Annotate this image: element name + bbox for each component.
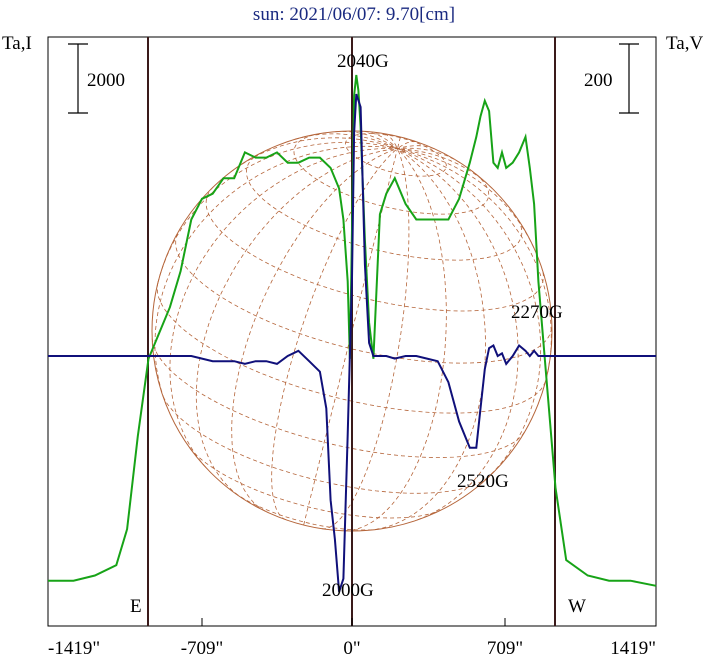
x-tick-label: 1419" (610, 638, 656, 659)
latitude-line (345, 133, 447, 177)
latitude-line (205, 186, 544, 312)
right-scale-bar (619, 43, 639, 114)
longitude-line (384, 133, 398, 149)
longitude-line (230, 137, 398, 173)
longitude-line (397, 145, 435, 150)
right-scale-bar-label: 200 (584, 70, 613, 91)
x-tick-label: 709" (487, 638, 523, 659)
longitude-line (397, 141, 416, 149)
longitude-line (154, 145, 398, 406)
solar-disk (151, 130, 553, 532)
longitude-line (294, 133, 398, 149)
longitude-line (335, 130, 398, 149)
stokes-v-line (48, 93, 656, 593)
latitude-line (189, 447, 441, 519)
left-scale-bar (68, 43, 88, 114)
longitude-line (397, 136, 401, 149)
longitude-line (321, 148, 410, 530)
left-scale-bar-label: 2000 (87, 70, 125, 91)
x-tick-label: -1419" (48, 638, 100, 659)
left-axis-label: Ta,I (2, 33, 32, 54)
longitude-line (157, 141, 398, 283)
latitude-line (234, 492, 380, 531)
longitude-line (397, 148, 552, 380)
x-tick-label: -709" (181, 638, 224, 659)
longitude-line (397, 147, 461, 164)
latitude-line (162, 396, 489, 494)
longitude-line (344, 148, 447, 532)
longitude-line (397, 148, 535, 248)
x-axis-ticks (201, 618, 506, 626)
latitude-line (246, 152, 523, 261)
right-axis-label: Ta,V (666, 33, 703, 54)
chart-title: sun: 2021/06/07: 9.70[cm] (253, 4, 455, 25)
longitude-line (397, 148, 519, 521)
x-tick-label: 0" (343, 638, 360, 659)
longitude-line (397, 148, 493, 189)
limb-marker-w: W (568, 596, 586, 617)
longitude-line (397, 148, 542, 485)
longitude-line (364, 131, 398, 149)
latitude-line (293, 133, 490, 215)
annotation-2520g: 2520G (457, 471, 509, 492)
limb-marker-e: E (130, 596, 142, 617)
longitude-line (271, 148, 398, 521)
annotation-2270g: 2270G (511, 302, 563, 323)
annotation-2000g: 2000G (322, 580, 374, 601)
latitude-line (151, 338, 526, 458)
annotation-2040g: 2040G (337, 51, 389, 72)
longitude-line (231, 148, 398, 512)
